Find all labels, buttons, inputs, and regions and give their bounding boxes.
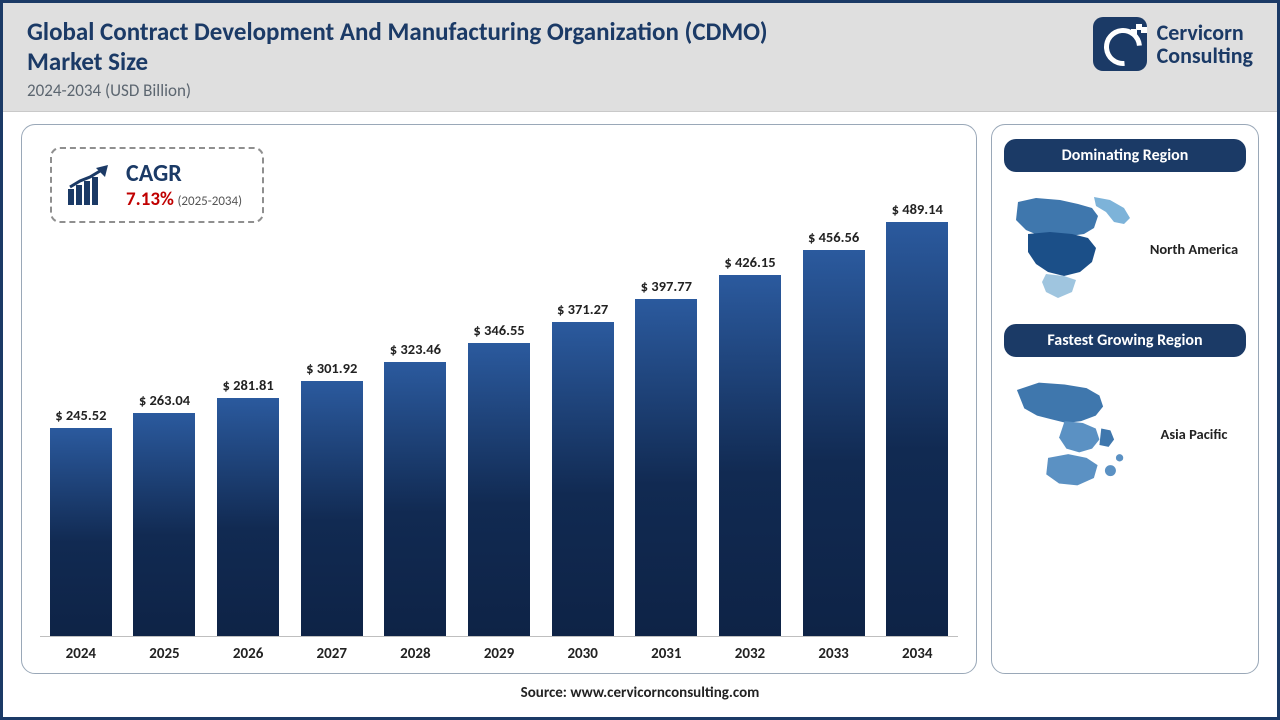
bar-value-label: $ 371.27 <box>557 300 608 318</box>
bar <box>301 381 363 636</box>
cagr-value: 7.13% <box>126 188 174 211</box>
bar <box>803 250 865 636</box>
dominating-region-block: North America <box>1004 188 1246 308</box>
bar <box>133 413 195 636</box>
asia-pacific-map-icon <box>1006 379 1136 489</box>
x-tick-label: 2030 <box>548 645 618 663</box>
x-tick-label: 2027 <box>297 645 367 663</box>
dominating-region-name: North America <box>1144 240 1244 258</box>
bar-column: $ 346.55 <box>464 149 534 636</box>
fastest-region-block: Asia Pacific <box>1004 373 1246 493</box>
x-tick-label: 2026 <box>213 645 283 663</box>
header: Global Contract Development And Manufact… <box>3 3 1277 112</box>
x-tick-label: 2025 <box>130 645 200 663</box>
bar-value-label: $ 281.81 <box>222 376 273 394</box>
bar <box>635 299 697 636</box>
bar-value-label: $ 323.46 <box>390 340 441 358</box>
x-tick-label: 2033 <box>799 645 869 663</box>
x-tick-label: 2031 <box>631 645 701 663</box>
x-tick-label: 2024 <box>46 645 116 663</box>
x-tick-label: 2034 <box>882 645 952 663</box>
dominating-region-pill: Dominating Region <box>1004 139 1246 172</box>
regions-panel: Dominating Region North America Fastest … <box>991 124 1259 674</box>
page-subtitle: 2024-2034 (USD Billion) <box>27 80 787 101</box>
bar-column: $ 456.56 <box>799 149 869 636</box>
logo-text: Cervicorn Consulting <box>1157 21 1253 67</box>
cagr-period: (2025-2034) <box>177 194 242 209</box>
logo-icon <box>1093 17 1147 71</box>
bar-column: $ 397.77 <box>631 149 701 636</box>
x-tick-label: 2028 <box>381 645 451 663</box>
bar <box>468 343 530 636</box>
chart-panel: CAGR 7.13% (2025-2034) $ 245.52 $ 263.04 $… <box>21 124 977 674</box>
bar-value-label: $ 397.77 <box>641 277 692 295</box>
bar <box>217 398 279 636</box>
x-tick-label: 2029 <box>464 645 534 663</box>
bar-value-label: $ 489.14 <box>892 200 943 218</box>
bar-column: $ 301.92 <box>297 149 367 636</box>
brand-logo: Cervicorn Consulting <box>1093 17 1253 71</box>
bar-column: $ 426.15 <box>715 149 785 636</box>
bar-value-label: $ 456.56 <box>808 228 859 246</box>
bar-value-label: $ 301.92 <box>306 359 357 377</box>
cagr-callout: CAGR 7.13% (2025-2034) <box>50 147 264 223</box>
bar-value-label: $ 426.15 <box>724 253 775 271</box>
bar-column: $ 371.27 <box>548 149 618 636</box>
bar-value-label: $ 346.55 <box>473 321 524 339</box>
bar <box>384 362 446 636</box>
page-title: Global Contract Development And Manufact… <box>27 17 787 76</box>
bar-value-label: $ 263.04 <box>139 391 190 409</box>
title-block: Global Contract Development And Manufact… <box>27 17 787 101</box>
x-tick-label: 2032 <box>715 645 785 663</box>
fastest-region-name: Asia Pacific <box>1144 425 1244 443</box>
bar <box>50 428 112 636</box>
growth-chart-icon <box>66 163 114 207</box>
x-axis-labels: 2024 2025 2026 2027 2028 2029 2030 2031 2032 2033… <box>40 637 958 663</box>
source-label: Source: www.cervicornconsulting.com <box>3 680 1277 702</box>
north-america-map-icon <box>1006 194 1136 304</box>
bar-value-label: $ 245.52 <box>55 406 106 424</box>
bar-column: $ 323.46 <box>381 149 451 636</box>
bar-column: $ 489.14 <box>882 149 952 636</box>
bar <box>719 275 781 636</box>
logo-line2: Consulting <box>1157 42 1253 69</box>
bar <box>886 222 948 636</box>
fastest-region-pill: Fastest Growing Region <box>1004 324 1246 357</box>
cagr-label: CAGR <box>126 159 242 188</box>
bar <box>552 322 614 636</box>
